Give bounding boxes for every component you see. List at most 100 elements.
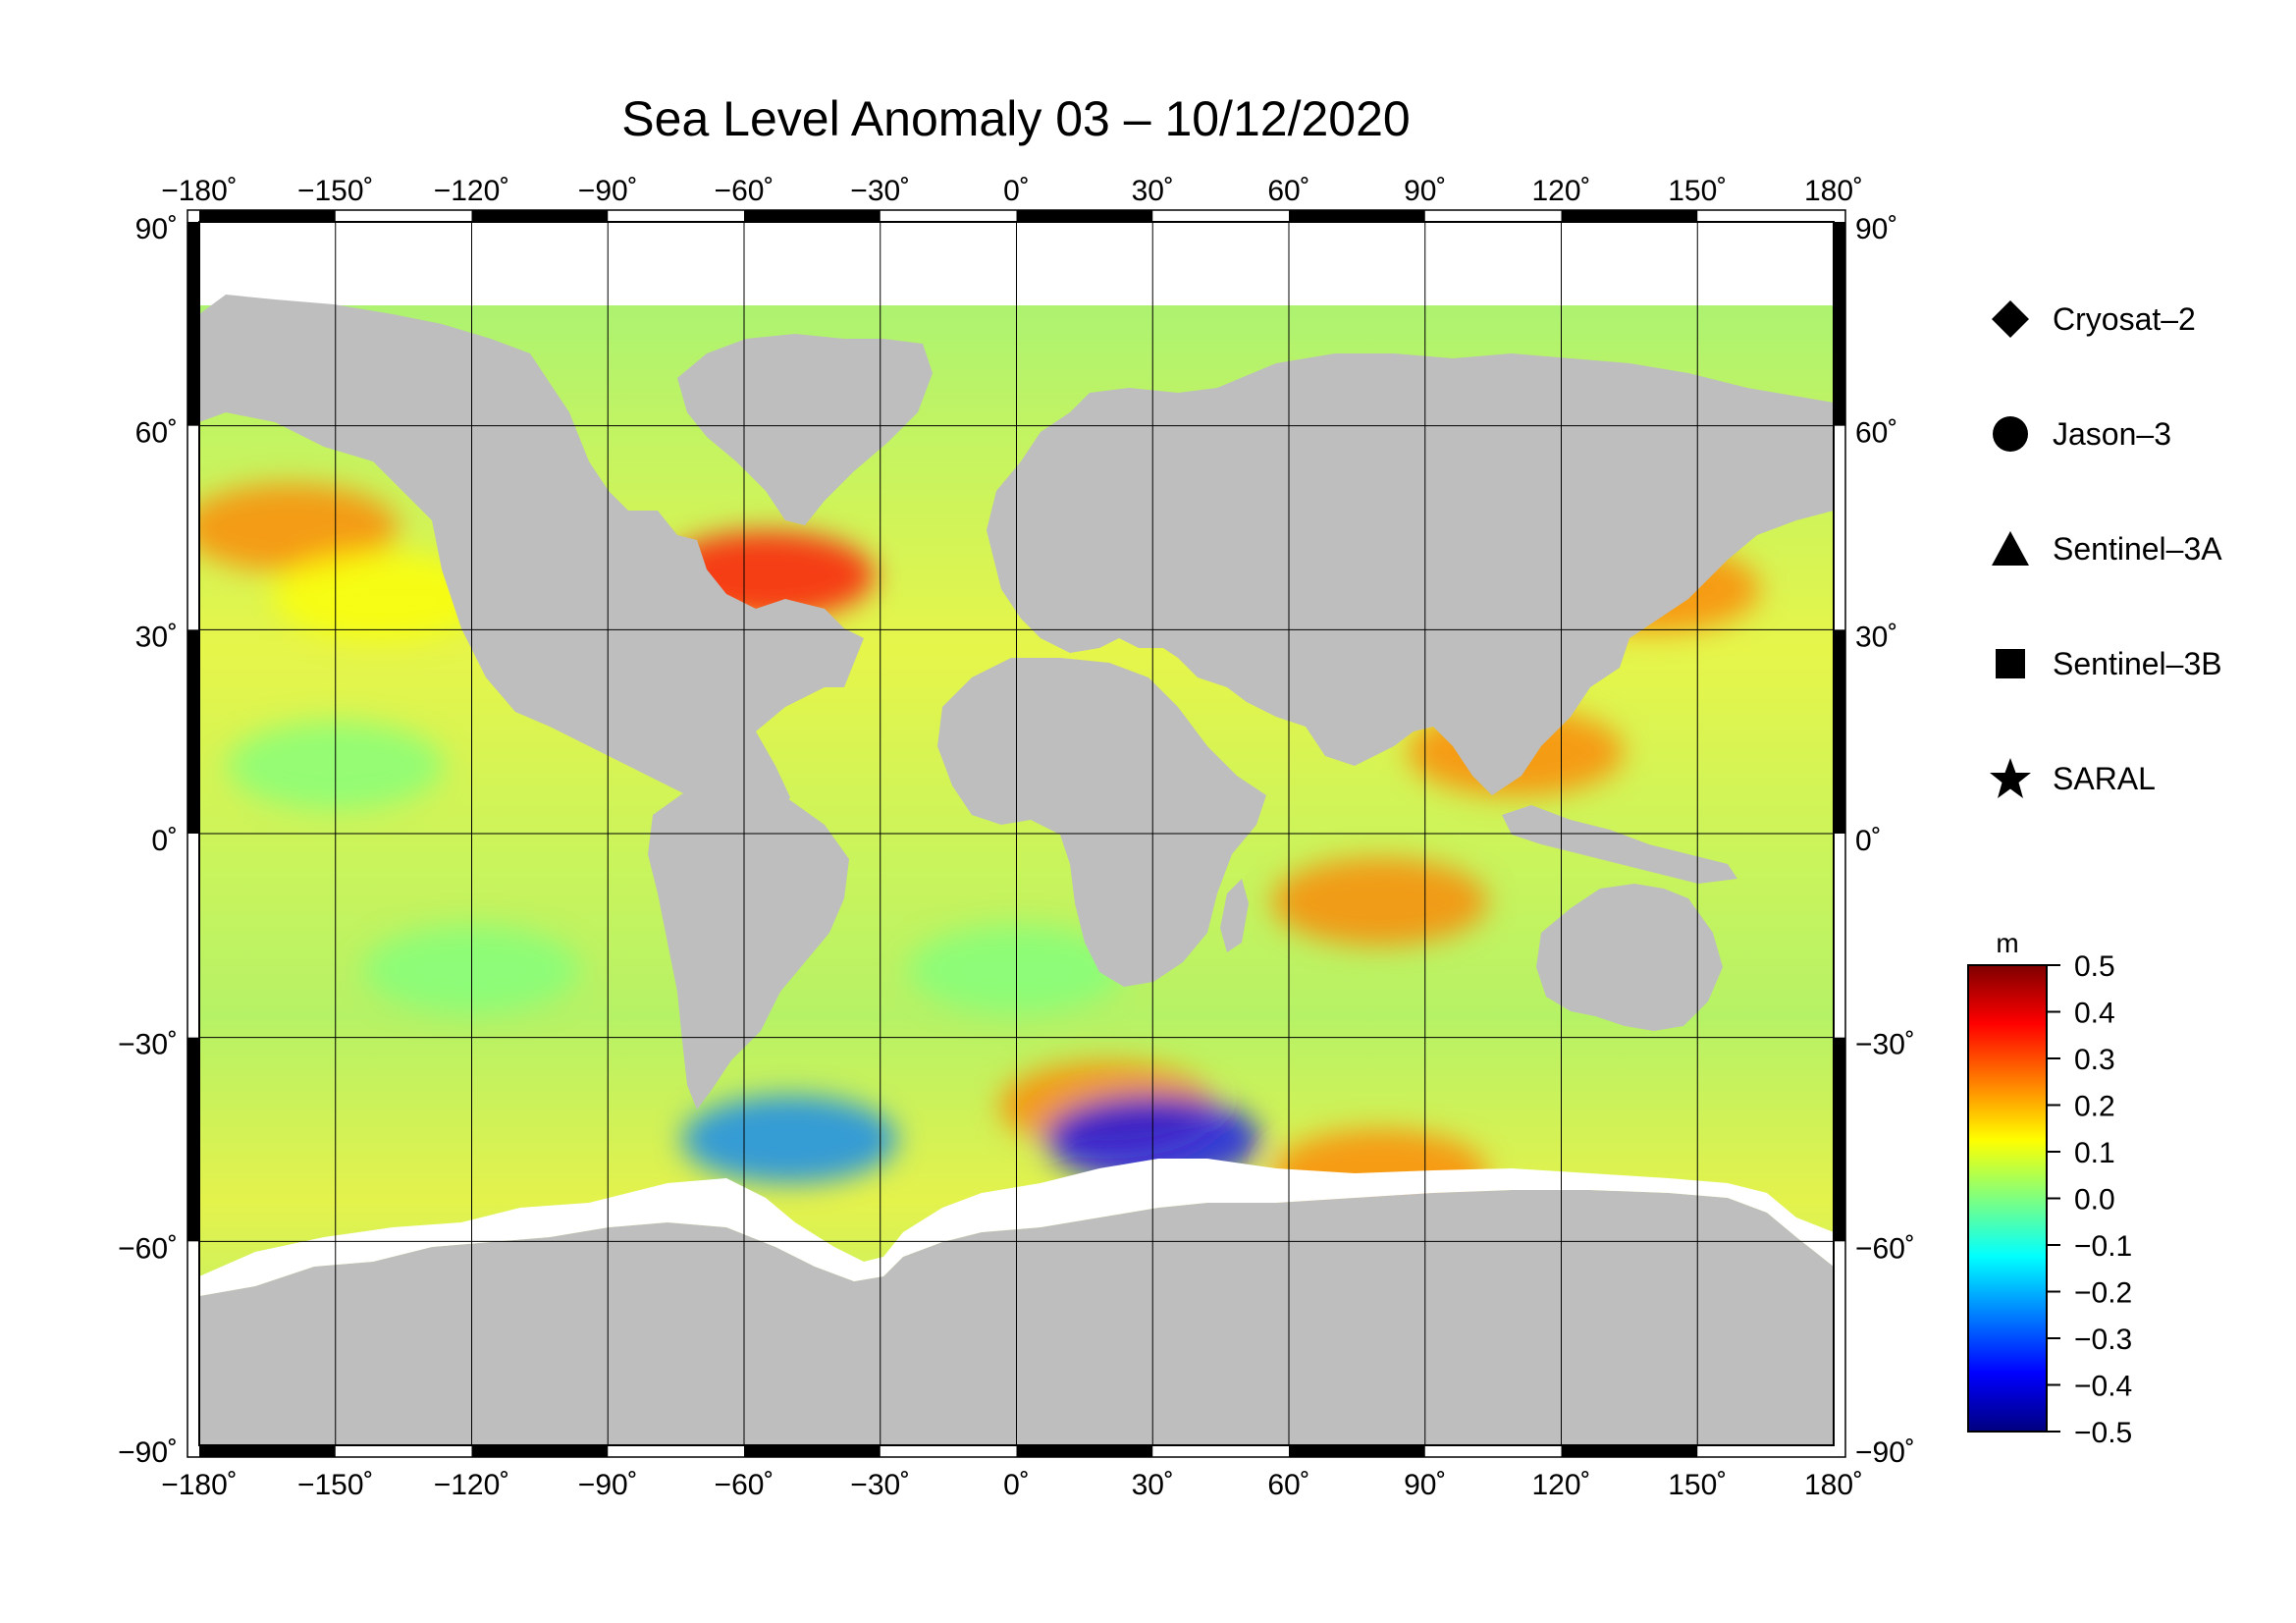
triangle-icon	[1992, 531, 2029, 566]
map-area	[187, 209, 1846, 1458]
legend-label: Sentinel–3A	[2053, 530, 2222, 567]
longitude-labels-bottom: −180˚ −150˚ −120˚ −90˚ −60˚ −30˚ 0˚ 30˚ 60˚ 90˚ 12…	[161, 1469, 1863, 1501]
anomaly-blob	[1271, 857, 1488, 947]
frame-bar-bottom	[744, 1445, 881, 1457]
legend-item-saral: SARAL	[1988, 754, 2156, 803]
frame-bar-top	[1561, 210, 1698, 222]
lon-label-top: 0˚	[1003, 175, 1030, 207]
lon-label-bottom: 150˚	[1668, 1469, 1727, 1501]
colorbar-tick-label: 0.3	[2074, 1044, 2115, 1076]
lat-label-left: 60˚	[135, 417, 178, 450]
lon-label-bottom: −150˚	[297, 1469, 374, 1501]
land-australia	[1536, 884, 1723, 1031]
lon-label-top: −30˚	[850, 175, 910, 207]
colorbar: m 0.5 0.4 0.3 0.2 0.1 0.0 −0.1 −0.2 −0.3 −0.4 −0.5	[1967, 928, 2132, 1449]
frame-bar-top	[1289, 210, 1425, 222]
legend-item-sentinel-3a: Sentinel–3A	[1988, 524, 2222, 573]
frame-bar-bottom	[1289, 1445, 1425, 1457]
colorbar-tick-label: 0.0	[2074, 1184, 2115, 1217]
lon-label-bottom: 30˚	[1132, 1469, 1174, 1501]
anomaly-blob	[199, 483, 399, 572]
lat-label-right: −90˚	[1855, 1436, 1915, 1469]
chart-title: Sea Level Anomaly 03 – 10/12/2020	[621, 91, 1411, 146]
lat-label-left: −60˚	[118, 1232, 178, 1265]
lon-label-bottom: −30˚	[850, 1469, 910, 1501]
lat-label-right: 30˚	[1855, 621, 1897, 653]
land-north-america	[199, 295, 864, 825]
colorbar-gradient	[1967, 964, 2048, 1433]
frame-bar-left	[187, 629, 199, 834]
lon-label-bottom: −60˚	[715, 1469, 774, 1501]
latitude-labels-left: 90˚ 60˚ 30˚ 0˚ −30˚ −60˚ −90˚	[118, 213, 178, 1469]
legend-item-sentinel-3b: Sentinel–3B	[1988, 639, 2222, 688]
circle-icon	[1993, 416, 2028, 452]
lon-label-bottom: 120˚	[1531, 1469, 1590, 1501]
anomaly-blob	[681, 1095, 898, 1184]
lat-label-right: −30˚	[1855, 1029, 1915, 1061]
land-madagascar	[1220, 879, 1249, 952]
frame-bar-top	[744, 210, 881, 222]
lon-label-top: 150˚	[1668, 175, 1727, 207]
legend-label: Jason–3	[2053, 415, 2171, 452]
lon-label-top: 90˚	[1404, 175, 1446, 207]
latitude-labels-right: 90˚ 60˚ 30˚ 0˚ −30˚ −60˚ −90˚	[1855, 213, 1915, 1469]
anomaly-blob	[273, 551, 489, 640]
frame-bars	[187, 209, 1846, 1458]
frame-bar-right	[1834, 1037, 1845, 1242]
legend-item-jason: Jason–3	[1988, 409, 2171, 459]
lat-label-right: −60˚	[1855, 1232, 1915, 1265]
lon-label-bottom: 180˚	[1804, 1469, 1863, 1501]
lat-label-right: 0˚	[1855, 825, 1882, 857]
lat-label-left: −90˚	[118, 1436, 178, 1469]
frame-bar-right	[1834, 222, 1845, 426]
lon-label-top: −180˚	[161, 175, 238, 207]
frame-bar-bottom	[471, 1445, 609, 1457]
colorbar-tick-label: 0.5	[2074, 950, 2115, 983]
lon-label-bottom: 60˚	[1267, 1469, 1309, 1501]
lon-label-top: 30˚	[1132, 175, 1174, 207]
lat-label-right: 90˚	[1855, 213, 1897, 245]
lon-label-top: −150˚	[297, 175, 374, 207]
land-south-america	[648, 785, 849, 1109]
frame-bar-left	[187, 1037, 199, 1242]
lon-label-bottom: −180˚	[161, 1469, 238, 1501]
lon-label-bottom: −90˚	[578, 1469, 638, 1501]
colorbar-tick-label: −0.5	[2074, 1417, 2132, 1449]
lon-label-bottom: 90˚	[1404, 1469, 1446, 1501]
outer-frame	[187, 209, 1846, 1458]
star-icon	[1990, 758, 2031, 798]
colorbar-tick-label: 0.4	[2074, 998, 2115, 1030]
legend-label: SARAL	[2053, 760, 2156, 796]
lat-label-left: −30˚	[118, 1029, 178, 1061]
lon-label-top: −120˚	[434, 175, 510, 207]
frame-bar-top	[471, 210, 609, 222]
land-greenland	[677, 334, 933, 525]
legend-item-cryosat: Cryosat–2	[1988, 295, 2196, 344]
lat-label-left: 0˚	[151, 825, 178, 857]
colorbar-tick-label: −0.1	[2074, 1230, 2132, 1263]
lon-label-top: 180˚	[1804, 175, 1863, 207]
frame-bar-right	[1834, 629, 1845, 834]
lon-label-top: −90˚	[578, 175, 638, 207]
longitude-labels-top: −180˚ −150˚ −120˚ −90˚ −60˚ −30˚ 0˚ 30˚ 60˚ 90˚ 12…	[161, 175, 1863, 207]
frame-bar-top	[199, 210, 336, 222]
frame-bar-bottom	[1561, 1445, 1698, 1457]
colorbar-tick-label: 0.1	[2074, 1137, 2115, 1169]
square-icon	[1996, 649, 2025, 678]
colorbar-tick-label: −0.3	[2074, 1324, 2132, 1356]
frame-bar-left	[187, 222, 199, 426]
frame-bar-bottom	[199, 1445, 336, 1457]
land-africa	[937, 658, 1266, 987]
lat-label-right: 60˚	[1855, 417, 1897, 450]
colorbar-tick-label: 0.2	[2074, 1091, 2115, 1123]
lon-label-top: 120˚	[1531, 175, 1590, 207]
frame-bar-top	[1016, 210, 1153, 222]
lon-label-top: −60˚	[715, 175, 774, 207]
lat-label-left: 90˚	[135, 213, 178, 245]
colorbar-tick-label: −0.4	[2074, 1371, 2132, 1403]
lon-label-bottom: −120˚	[434, 1469, 510, 1501]
legend-label: Sentinel–3B	[2053, 645, 2222, 681]
legend-label: Cryosat–2	[2053, 300, 2196, 337]
frame-bar-bottom	[1016, 1445, 1153, 1457]
